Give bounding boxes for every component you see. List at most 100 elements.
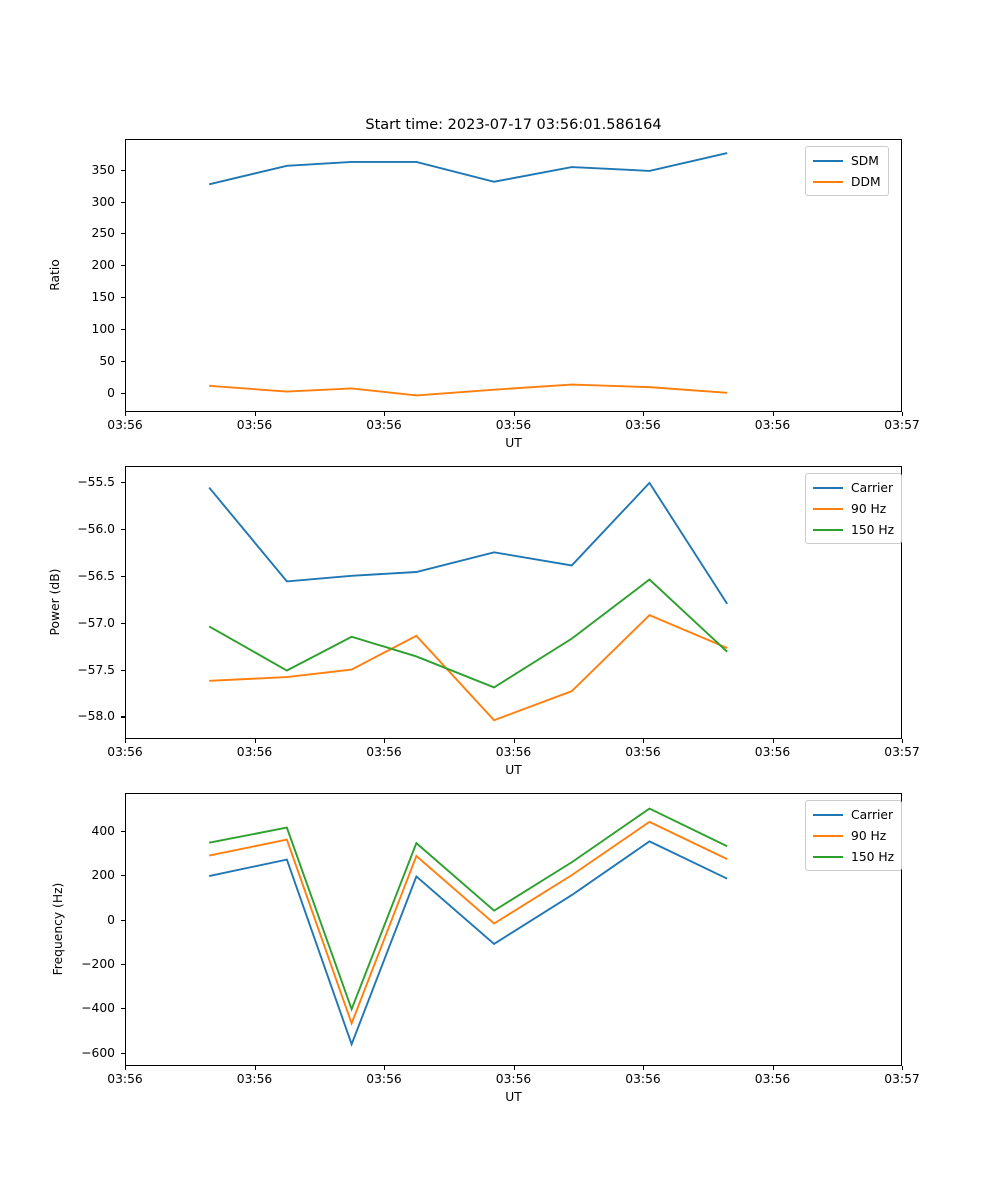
y-tick-mark [121,1008,125,1010]
y-tick-label: −400 [81,1001,115,1016]
y-tick-label: 200 [91,258,115,273]
panel-ratio-axes [125,139,902,412]
y-tick-label: 200 [91,868,115,883]
x-tick-mark [384,412,386,416]
x-tick-label: 03:57 [884,745,920,759]
series-line-150-hz [208,578,728,689]
legend-item: 150 Hz [813,521,894,538]
y-tick-mark [121,716,125,718]
x-tick-label: 03:56 [236,1072,273,1086]
legend-swatch-90hz [813,834,843,837]
x-tick-mark [125,1066,127,1070]
x-tick-mark [254,412,256,416]
y-tick-mark [121,201,125,203]
x-tick-label: 03:56 [495,418,532,432]
y-tick-mark [121,481,125,484]
y-tick-mark [121,622,125,624]
legend-swatch-carrier [813,486,843,489]
series-line-carrier [208,481,728,605]
x-tick-label: 03:56 [495,1072,532,1086]
x-tick-label: 03:57 [884,1072,920,1086]
legend-label-carrier: Carrier [851,807,894,822]
legend-label-ddm: DDM [851,174,881,189]
x-tick-label: 03:56 [754,1072,791,1086]
y-tick-label: 100 [91,322,115,337]
legend-label-90hz: 90 Hz [851,501,887,516]
panel-power-legend: Carrier 90 Hz 150 Hz [805,473,903,544]
legend-item: 150 Hz [813,848,894,865]
y-tick-mark [121,233,125,235]
x-tick-mark [772,739,774,743]
panel-power-xlabel: UT [505,763,522,777]
legend-swatch-carrier [813,813,843,816]
x-tick-label: 03:56 [107,745,143,759]
y-tick-label: 50 [99,353,115,368]
x-tick-label: 03:56 [754,745,791,759]
legend-label-sdm: SDM [851,153,879,168]
x-tick-label: 03:56 [366,1072,402,1086]
legend-item: Carrier [813,479,894,496]
x-tick-mark [902,1066,904,1070]
x-tick-label: 03:57 [884,418,920,432]
legend-swatch-90hz [813,507,843,510]
y-tick-mark [121,329,125,331]
legend-item: Carrier [813,806,894,823]
y-tick-mark [121,360,125,363]
y-tick-mark [121,575,125,577]
x-tick-mark [384,739,386,743]
legend-swatch-150hz [813,855,843,858]
legend-label-150hz: 150 Hz [851,849,895,864]
x-tick-mark [902,739,904,743]
panel-ratio-legend: SDM DDM [805,146,889,196]
panel-frequency-ylabel: Frequency (Hz) [51,882,65,976]
x-tick-mark [513,412,515,416]
panel-ratio: Ratio UT 0 50 100 150 200 250 300 350 03:56 03:56… [0,0,1000,460]
legend-label-150hz: 150 Hz [851,522,895,537]
panel-ratio-lines [208,152,728,397]
x-tick-label: 03:56 [236,418,273,432]
x-tick-mark [772,412,774,416]
y-tick-mark [121,830,125,832]
figure-title: Start time: 2023-07-17 03:56:01.586164 [365,117,662,133]
y-tick-label: −56.5 [77,568,115,583]
y-tick-label: −56.0 [77,521,115,536]
x-tick-label: 03:56 [107,1072,143,1086]
series-line-150-hz [208,807,728,1012]
x-tick-mark [125,412,127,416]
legend-item: DDM [813,173,881,190]
y-tick-label: 400 [91,823,115,838]
legend-item: SDM [813,152,881,169]
x-tick-mark [384,1066,386,1070]
panel-frequency-legend: Carrier 90 Hz 150 Hz [805,800,903,871]
y-tick-mark [121,669,125,671]
x-tick-label: 03:56 [625,418,661,432]
series-line-ddm [209,383,728,397]
y-tick-mark [121,1052,125,1054]
x-tick-mark [254,739,256,743]
y-tick-label: −57.5 [77,662,115,677]
x-tick-label: 03:56 [366,418,402,432]
y-tick-mark [121,963,125,965]
y-tick-label: 0 [107,385,115,400]
y-tick-label: 350 [91,162,115,177]
x-tick-mark [513,1066,515,1070]
series-line-carrier [208,840,728,1047]
y-tick-mark [121,265,125,267]
x-tick-mark [125,739,127,743]
panel-frequency-xlabel: UT [505,1090,522,1104]
y-tick-mark [121,528,125,530]
x-tick-mark [513,739,515,743]
x-tick-label: 03:56 [236,745,273,759]
legend-swatch-ddm [813,180,843,183]
panel-power-axes [125,466,902,739]
x-tick-label: 03:56 [366,745,402,759]
x-tick-label: 03:56 [495,745,532,759]
y-tick-label: −200 [81,956,115,971]
y-tick-mark [121,875,125,877]
y-tick-label: −58.0 [77,709,115,724]
x-tick-mark [254,1066,256,1070]
